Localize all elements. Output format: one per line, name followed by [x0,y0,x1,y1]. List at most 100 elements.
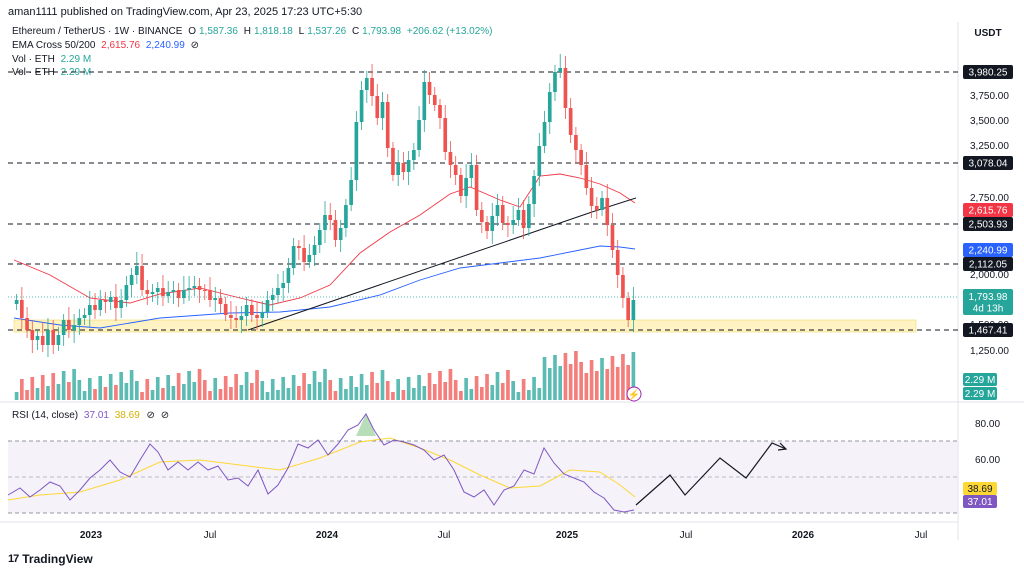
tag-ema50 [963,203,1013,217]
candle-body [87,305,92,315]
candle-body [229,315,233,318]
candle-body [605,198,610,225]
volume-bar [135,381,139,400]
candle-body [344,205,348,228]
volume-bar [370,372,374,400]
volume-bar [323,369,327,400]
candle-body [234,318,238,320]
volume-bar [140,392,144,400]
volume-bar [495,372,500,400]
price-tick: 2,000.00 [970,270,1009,281]
candle-body [574,135,578,150]
candle-body [506,223,510,225]
brand[interactable]: 17 TradingView [8,552,93,566]
rsi-settings-icon[interactable]: ⊘ [160,410,170,421]
volume-bar [317,382,322,400]
volume-bar [98,376,103,400]
time-label-2024: 2024 [316,530,339,541]
hide-icon[interactable]: ⊘ [190,40,199,51]
tag-last-price-text: 1,793.98 [969,292,1008,303]
tag-vol-b-text: 2.29 M [965,389,996,400]
rsi-legend[interactable]: RSI (14, close) 37.01 38.69 ⊘ ⊘ [12,410,169,421]
support-zone [13,319,917,333]
tag-ema200-text: 2,240.99 [969,246,1008,257]
candle-body [479,210,484,222]
candle-body [563,68,568,108]
candle-body [464,178,468,196]
volume-bar [459,391,463,400]
volume-bar [155,377,160,400]
candle-body [323,215,327,230]
candle-body [553,72,557,92]
high-value: 1,818.18 [253,26,293,37]
volume-bar [281,377,286,400]
volume-bar [558,366,563,400]
volume-bar [286,388,291,400]
volume-bar [469,389,474,400]
volume-bar [30,377,35,400]
volume-bar [166,375,171,400]
candle-body [422,82,427,120]
candle-body [511,220,515,225]
volume-bar [40,375,45,400]
volume-bar [328,380,333,400]
ema-legend[interactable]: EMA Cross 50/200 2,615.76 2,240.99 ⊘ [12,40,199,51]
volume-bar [51,373,56,400]
volume-bar [103,387,108,400]
volume-legend-1[interactable]: Vol · ETH 2.29 M [12,54,91,65]
volume-bar [359,374,364,400]
candle-body [495,205,500,216]
volume-bar [229,387,233,400]
volume-bar [119,372,123,400]
volume-bar [187,371,191,400]
candle-body [161,288,165,296]
currency-label[interactable]: USDT [974,28,1002,39]
volume-bar [197,369,202,400]
candle-body [328,215,333,220]
candle-body [432,95,437,105]
candle-body [150,292,155,294]
candle-body [385,102,390,148]
candle-body [208,290,212,300]
tag-vol-a [963,373,997,386]
volume-bar [255,370,259,400]
candle-body [119,300,123,308]
candle-body [166,292,171,296]
volume-bar [46,386,50,400]
candle-body [500,205,505,223]
candle-body [485,222,489,231]
volume-bar [25,390,29,400]
volume-bar [438,371,442,400]
candle-body [98,300,103,310]
rsi-projection-path [635,442,787,506]
volume-bar [401,390,406,400]
rsi-ma-tag-text: 38.69 [967,484,992,495]
candle-body [631,300,636,320]
volume-bar [605,369,610,400]
candle-body [67,320,71,330]
lightning-icon: ⚡ [628,388,640,401]
candle-body [270,295,275,300]
volume-bar [485,374,489,400]
tag-2503 [963,217,1013,231]
rsi-hide-icon[interactable]: ⊘ [146,410,155,421]
candle-body [364,78,369,90]
volume-bar [260,381,265,400]
volume-bar [412,388,416,400]
volume-bar [568,364,573,400]
candle-body [568,108,573,135]
candle-body [521,210,526,228]
candle-body [46,330,50,345]
vol1-name: Vol · ETH [12,54,55,65]
rsi-name: RSI (14, close) [12,410,79,421]
lightning-badge[interactable] [626,386,642,402]
symbol-legend[interactable]: Ethereum / TetherUS · 1W · BINANCE O 1,58… [12,26,493,37]
volume-bar [417,375,421,400]
candle-body [40,336,45,345]
tag-2112-text: 2,112.05 [969,260,1008,271]
volume-bar [443,382,448,400]
tag-countdown-text: 4d 13h [973,304,1004,315]
candle-body [56,335,61,345]
tag-3980 [963,65,1013,79]
